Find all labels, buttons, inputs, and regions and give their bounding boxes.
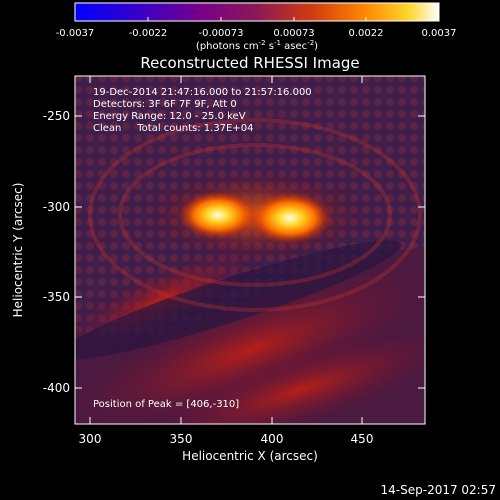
peak-position-label: Position of Peak = [406,-310] bbox=[93, 399, 239, 410]
rhessi-image bbox=[75, 76, 425, 424]
x-tick-label: 450 bbox=[351, 432, 374, 446]
y-tick-label: -400 bbox=[43, 381, 70, 395]
plot-title: Reconstructed RHESSI Image bbox=[140, 54, 359, 72]
colorbar-tick-label: 0.00073 bbox=[273, 28, 314, 39]
colorbar-tick-label: 0.0022 bbox=[349, 28, 384, 39]
x-axis-ticks bbox=[89, 76, 363, 424]
x-tick-label: 300 bbox=[79, 432, 102, 446]
x-tick-label: 350 bbox=[170, 432, 193, 446]
y-axis-label: Heliocentric Y (arcsec) bbox=[11, 183, 25, 318]
colorbar-tick-label: -0.00073 bbox=[199, 28, 244, 39]
y-axis-ticks bbox=[75, 115, 425, 389]
x-tick-label: 400 bbox=[261, 432, 284, 446]
plot-timestamp: 14-Sep-2017 02:57 bbox=[381, 483, 496, 497]
plot-frame bbox=[74, 75, 426, 425]
method-counts-label: Clean Total counts: 1.37E+04 bbox=[93, 123, 253, 134]
y-tick-label: -350 bbox=[43, 290, 70, 304]
y-tick-label: -300 bbox=[43, 200, 70, 214]
x-axis-label: Heliocentric X (arcsec) bbox=[182, 449, 318, 463]
colorbar-tick-label: 0.0037 bbox=[422, 28, 457, 39]
colorbar bbox=[74, 2, 440, 22]
time-range-label: 19-Dec-2014 21:47:16.000 to 21:57:16.000 bbox=[93, 87, 312, 98]
energy-range-label: Energy Range: 12.0 - 25.0 keV bbox=[93, 111, 246, 122]
detectors-label: Detectors: 3F 6F 7F 9F, Att 0 bbox=[93, 99, 237, 110]
colorbar-ticks bbox=[74, 17, 440, 21]
colorbar-tick-label: -0.0037 bbox=[56, 28, 95, 39]
colorbar-tick-label: -0.0022 bbox=[129, 28, 168, 39]
colorbar-units: (photons cm-2 s-1 asec-2) bbox=[196, 39, 318, 52]
y-tick-label: -250 bbox=[43, 109, 70, 123]
